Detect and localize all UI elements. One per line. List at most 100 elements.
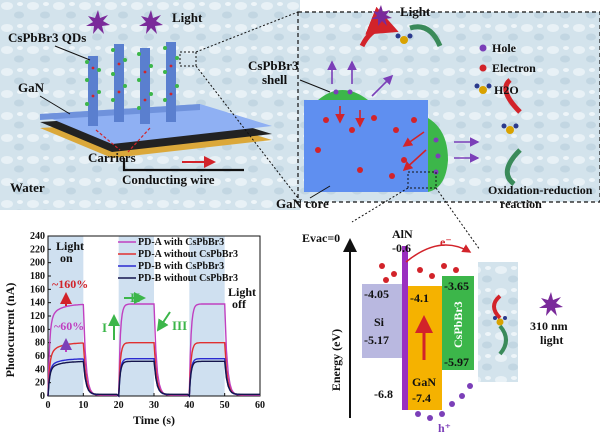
x-tick-label: 50 bbox=[220, 400, 230, 411]
y-ticks: 0 20 40 60 80 100 120 140 160 180 200 220 240 bbox=[30, 231, 51, 402]
light-off-label-1: Light bbox=[228, 285, 256, 299]
legend-hole-dot bbox=[479, 44, 487, 52]
y-tick-label: 180 bbox=[30, 271, 45, 282]
light-source-icon bbox=[86, 10, 163, 34]
cspbbr3-label-d: CsPbBr3 bbox=[451, 301, 465, 348]
stage-i-label: I bbox=[102, 320, 107, 335]
band-electrons bbox=[379, 263, 459, 283]
nanowire bbox=[114, 44, 124, 122]
series-line-1 bbox=[47, 303, 260, 398]
device-panel: Light CsPbBr3 QDs GaN Carriers Conductin… bbox=[0, 0, 300, 210]
light-on-label-1: Light bbox=[56, 239, 84, 253]
x-tick-label: 0 bbox=[46, 400, 51, 411]
shell-holes bbox=[333, 89, 441, 175]
evac-label: Evac=0 bbox=[302, 231, 340, 245]
cspbbr3-band bbox=[442, 276, 474, 370]
chart-legend: PD-A with CsPbBr3 PD-A without CsPbBr3 P… bbox=[118, 237, 238, 284]
light-on-band bbox=[118, 236, 154, 396]
carriers-label: Carriers bbox=[88, 150, 136, 165]
hole-symbol: h⁺ bbox=[438, 421, 451, 434]
conducting-wire-label: Conducting wire bbox=[122, 172, 215, 187]
pct160-label: ~160% bbox=[52, 277, 88, 291]
si-label: Si bbox=[374, 315, 385, 329]
shell-label-2: shell bbox=[262, 72, 288, 87]
pct60-label: ~60% bbox=[54, 319, 84, 333]
y-tick-label: 40 bbox=[35, 364, 45, 375]
legend-electron-dot bbox=[479, 64, 487, 72]
x-tick-label: 40 bbox=[184, 400, 194, 411]
gan-vb-value: -7.4 bbox=[412, 391, 431, 405]
light-source-icon bbox=[371, 5, 392, 26]
core-shell-panel: Light CsPbBr3 shell GaN core Hole Electr… bbox=[248, 4, 600, 251]
aln-vb-value: -6.8 bbox=[374, 387, 393, 401]
y-tick-label: 240 bbox=[30, 231, 45, 242]
gan-cb-value: -4.1 bbox=[410, 291, 429, 305]
y-tick-label: 0 bbox=[40, 391, 45, 402]
gan-label: GaN bbox=[18, 80, 45, 95]
y-tick-label: 140 bbox=[30, 298, 45, 309]
nanowire-array bbox=[85, 42, 179, 126]
light-nm-label-1: 310 nm bbox=[530, 319, 568, 333]
water-molecule-icon bbox=[493, 316, 507, 326]
legend-item-2: PD-A without CsPbBr3 bbox=[138, 249, 238, 260]
quantum-dots bbox=[85, 46, 179, 110]
aln-label: AlN bbox=[392, 227, 413, 241]
x-tick-label: 60 bbox=[255, 400, 265, 411]
cs-cb-value: -3.65 bbox=[444, 279, 469, 293]
qds-label: CsPbBr3 QDs bbox=[8, 30, 86, 45]
electron-symbol: e⁻ bbox=[440, 235, 452, 249]
nanowire bbox=[166, 42, 176, 122]
legend-water-icon bbox=[474, 83, 492, 94]
core-electrons bbox=[315, 115, 417, 179]
series-line-2 bbox=[47, 342, 260, 398]
legend-water: H2O bbox=[494, 83, 519, 97]
aln-barrier bbox=[402, 246, 408, 410]
series-line-3 bbox=[47, 358, 260, 398]
legend-item-3: PD-B with CsPbBr3 bbox=[138, 261, 224, 272]
shell-label-1: CsPbBr3 bbox=[248, 58, 299, 73]
legend-item-4: PD-B without CsPbBr3 bbox=[138, 273, 238, 284]
water-label: Water bbox=[10, 180, 45, 195]
si-cb-value: -4.05 bbox=[364, 287, 389, 301]
conducting-wire-line bbox=[122, 158, 244, 172]
x-tick-label: 10 bbox=[78, 400, 88, 411]
gan-core-block bbox=[304, 100, 428, 192]
y-axis-label: Photocurrent (nA) bbox=[3, 283, 17, 378]
light-off-label-2: off bbox=[232, 297, 247, 311]
legend-item-1: PD-A with CsPbBr3 bbox=[138, 237, 224, 248]
aln-value: -0.6 bbox=[392, 241, 411, 255]
stage-iii-label: III bbox=[172, 318, 187, 333]
carriers-dots bbox=[91, 62, 173, 102]
redox-label-2: reaction bbox=[500, 197, 542, 211]
zoom-frame bbox=[297, 11, 600, 203]
y-tick-label: 80 bbox=[35, 338, 45, 349]
electron-arrows bbox=[335, 106, 427, 172]
light-on-band bbox=[189, 236, 225, 396]
x-tick-label: 20 bbox=[114, 400, 124, 411]
gan-label-d: GaN bbox=[412, 375, 436, 389]
light-nm-label-2: light bbox=[540, 333, 563, 347]
redox-arrow-green bbox=[409, 24, 443, 48]
energy-axis-label: Energy (eV) bbox=[329, 329, 343, 391]
water-molecule-icon bbox=[395, 33, 519, 134]
y-tick-label: 100 bbox=[30, 324, 45, 335]
legend-hole: Hole bbox=[492, 41, 517, 55]
y-tick-label: 200 bbox=[30, 258, 45, 269]
light-on-label-2: on bbox=[60, 251, 73, 265]
series-lines bbox=[47, 303, 260, 398]
y-tick-label: 60 bbox=[35, 351, 45, 362]
band-holes bbox=[415, 383, 473, 421]
shell-top bbox=[318, 90, 368, 100]
redox-arrow-red bbox=[359, 6, 399, 48]
nanowire bbox=[140, 48, 150, 124]
y-tick-label: 120 bbox=[30, 311, 45, 322]
x-ticks: 0 10 20 30 40 50 60 bbox=[46, 393, 265, 411]
legend-electron: Electron bbox=[492, 61, 536, 75]
nanowire bbox=[88, 56, 98, 126]
band-diagram: Evac=0 Energy (eV) -4.05 Si -5.17 AlN -0… bbox=[302, 227, 568, 434]
light-label-b: Light bbox=[400, 4, 431, 19]
core-label: GaN core bbox=[276, 196, 329, 211]
si-vb-value: -5.17 bbox=[364, 333, 389, 347]
